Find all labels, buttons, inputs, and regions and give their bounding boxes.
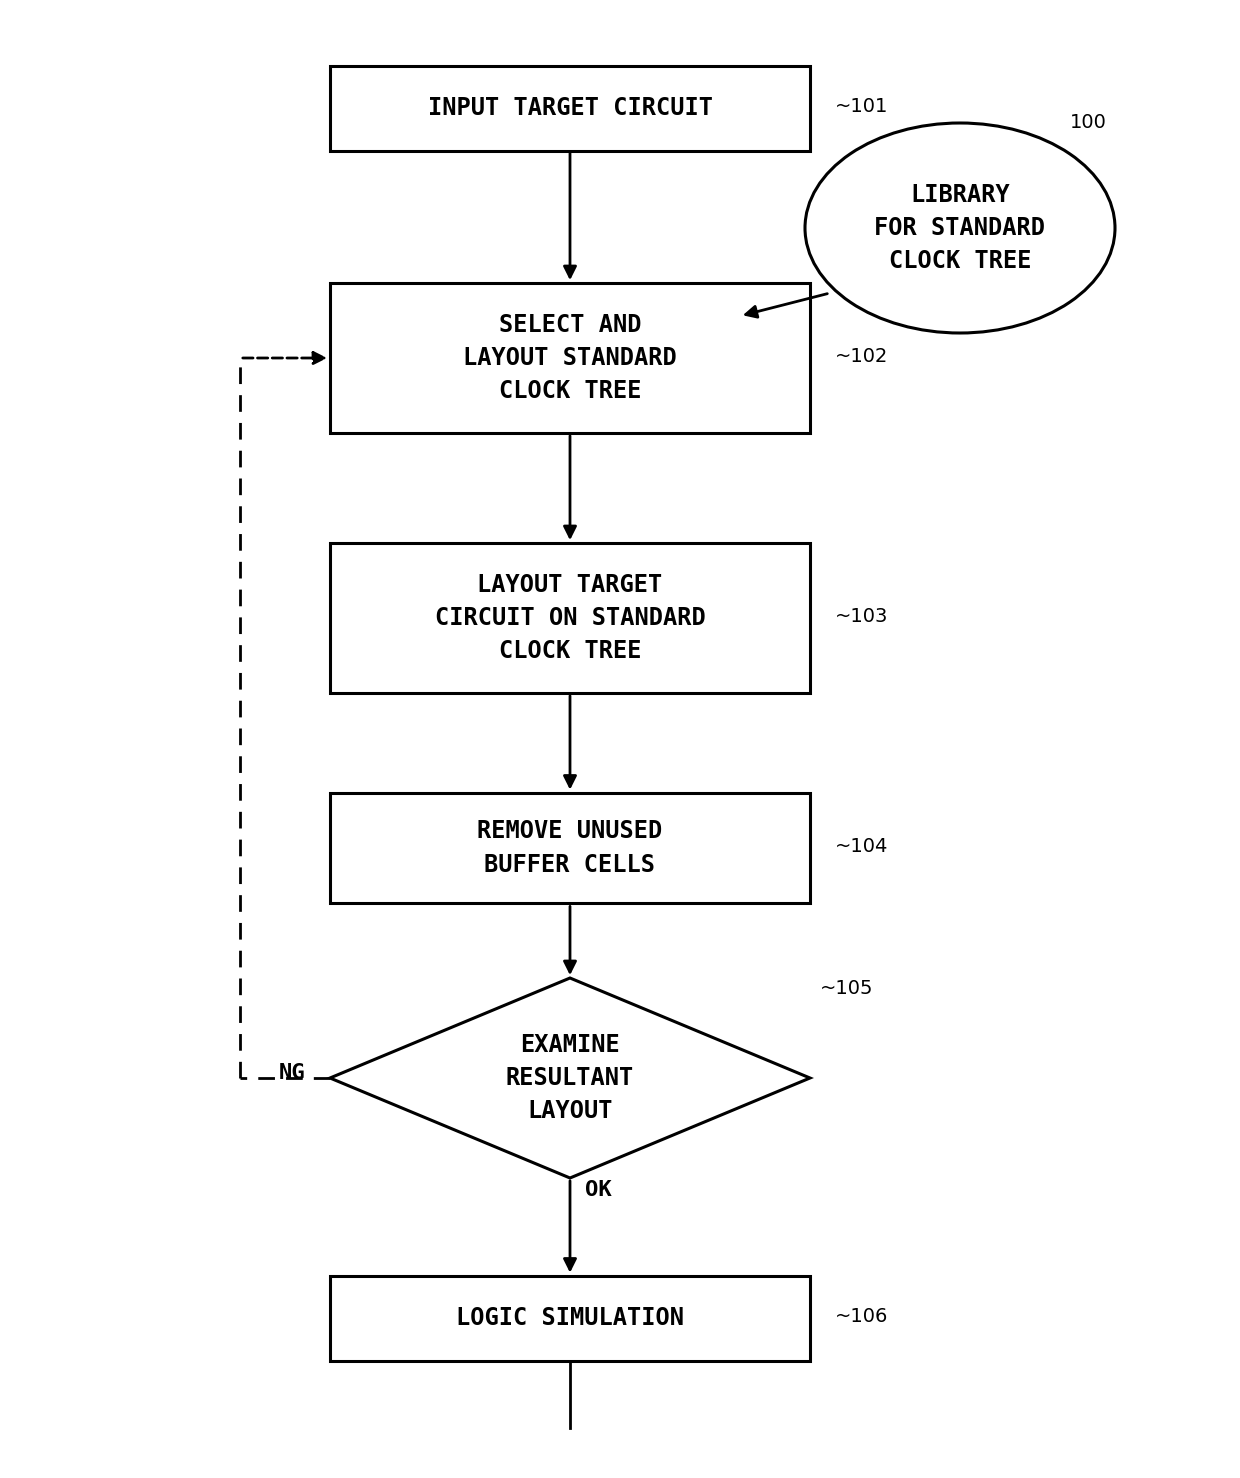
Ellipse shape <box>805 123 1115 333</box>
Text: LAYOUT TARGET
CIRCUIT ON STANDARD
CLOCK TREE: LAYOUT TARGET CIRCUIT ON STANDARD CLOCK … <box>435 572 706 664</box>
Text: OK: OK <box>585 1179 611 1200</box>
Text: 100: 100 <box>1070 114 1107 133</box>
Text: SELECT AND
LAYOUT STANDARD
CLOCK TREE: SELECT AND LAYOUT STANDARD CLOCK TREE <box>463 312 677 403</box>
Text: ~102: ~102 <box>835 346 888 365</box>
Text: ~104: ~104 <box>835 837 888 856</box>
Bar <box>330 794 810 903</box>
Text: ~105: ~105 <box>820 978 873 998</box>
Text: INPUT TARGET CIRCUIT: INPUT TARGET CIRCUIT <box>428 96 713 120</box>
Bar <box>330 1276 810 1361</box>
Bar <box>330 282 810 433</box>
Text: NG: NG <box>278 1063 305 1083</box>
Polygon shape <box>330 978 810 1178</box>
Text: ~101: ~101 <box>835 96 888 115</box>
Text: EXAMINE
RESULTANT
LAYOUT: EXAMINE RESULTANT LAYOUT <box>506 1033 634 1123</box>
Text: LIBRARY
FOR STANDARD
CLOCK TREE: LIBRARY FOR STANDARD CLOCK TREE <box>874 182 1045 273</box>
Bar <box>330 542 810 693</box>
Bar <box>330 65 810 151</box>
Text: LOGIC SIMULATION: LOGIC SIMULATION <box>456 1307 684 1330</box>
Text: REMOVE UNUSED
BUFFER CELLS: REMOVE UNUSED BUFFER CELLS <box>477 819 662 876</box>
Text: ~103: ~103 <box>835 606 888 625</box>
Text: ~106: ~106 <box>835 1307 888 1326</box>
